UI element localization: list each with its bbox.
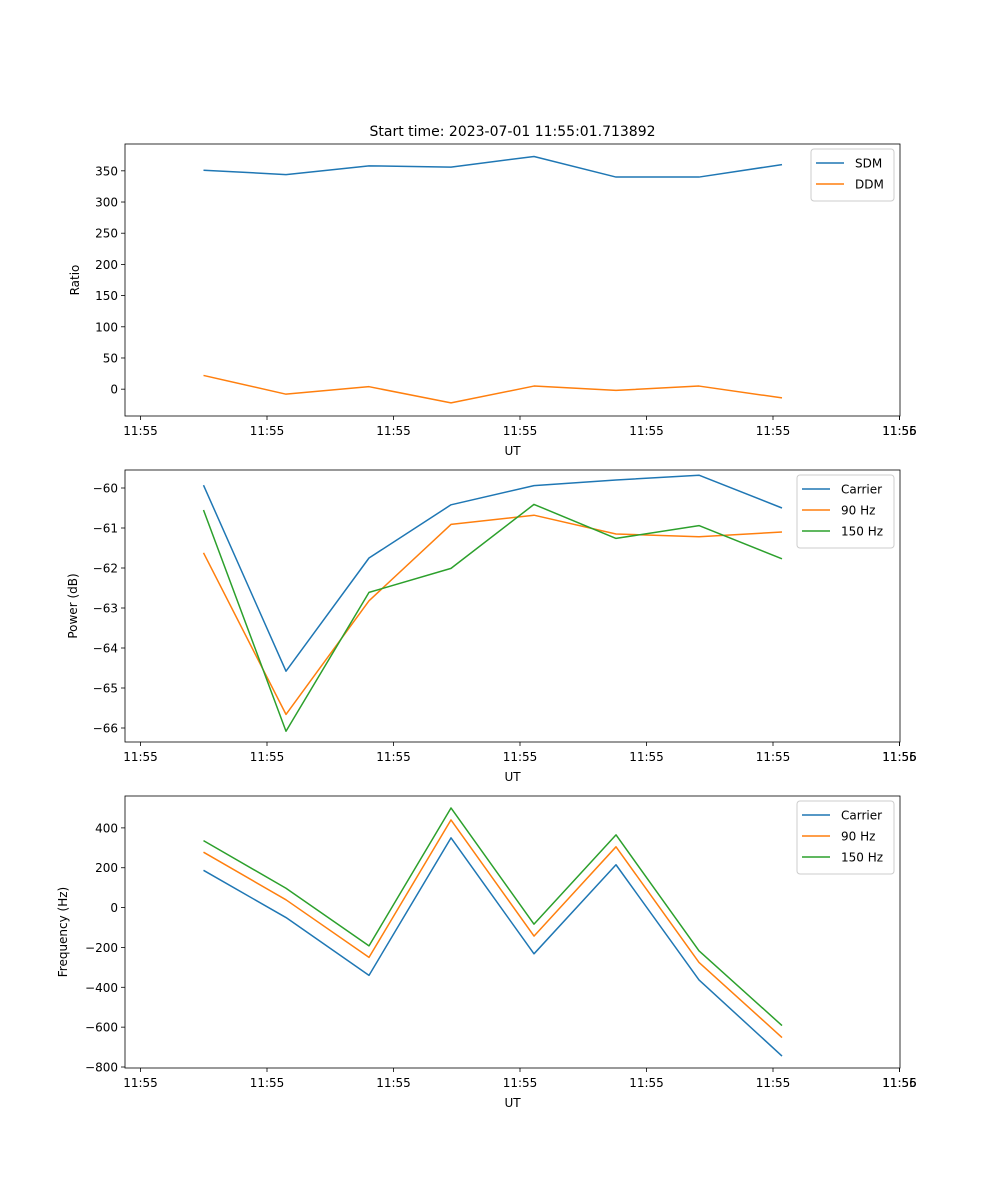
- x-tick-label: 11:56: [882, 424, 917, 438]
- x-tick-label: 11:56: [882, 750, 917, 764]
- y-tick-label: 150: [95, 289, 118, 303]
- y-tick-label: −800: [85, 1061, 118, 1075]
- y-axis-label: Frequency (Hz): [56, 887, 70, 978]
- x-tick-label: 11:55: [250, 424, 285, 438]
- x-tick-label: 11:55: [376, 750, 411, 764]
- y-tick-label: 50: [103, 351, 118, 365]
- x-tick-label: 11:55: [756, 750, 791, 764]
- x-axis-label: UT: [504, 444, 521, 458]
- y-tick-label: −61: [93, 522, 118, 536]
- x-tick-label: 11:55: [756, 1076, 791, 1090]
- legend-label: DDM: [855, 178, 884, 192]
- x-tick-label: 11:55: [376, 424, 411, 438]
- y-tick-label: 350: [95, 164, 118, 178]
- x-tick-label: 11:56: [882, 1076, 917, 1090]
- y-axis-label: Ratio: [68, 265, 82, 296]
- legend: SDM DDM: [810, 148, 895, 202]
- series-line: [202, 474, 783, 672]
- x-tick-label: 11:55: [629, 750, 664, 764]
- y-tick-label: 0: [110, 901, 118, 915]
- y-tick-label: 300: [95, 196, 118, 210]
- axes-frame: [124, 795, 901, 1069]
- chart-panel-1: 11:55 11:55 11:55 11:55 11:55 11:55 11:5511:56…: [68, 143, 917, 458]
- legend-label: Carrier: [841, 809, 882, 823]
- legend-label: 150 Hz: [841, 851, 883, 865]
- x-tick-label: 11:55: [376, 1076, 411, 1090]
- legend-label: 90 Hz: [841, 504, 875, 518]
- x-tick-label: 11:55: [123, 750, 158, 764]
- y-tick-label: −65: [93, 682, 118, 696]
- x-tick-label: 11:55: [882, 424, 917, 438]
- y-tick-label: −66: [93, 722, 118, 736]
- x-tick-label: 11:55: [629, 1076, 664, 1090]
- x-axis-label: UT: [504, 1096, 521, 1110]
- y-tick-label: −64: [93, 642, 118, 656]
- y-tick-label: −62: [93, 562, 118, 576]
- legend-label: SDM: [855, 157, 882, 171]
- x-tick-label: 11:55: [123, 1076, 158, 1090]
- y-tick-label: −400: [85, 981, 118, 995]
- axes-frame: [124, 143, 901, 417]
- y-axis-label: Power (dB): [66, 573, 80, 638]
- legend-box: [796, 800, 895, 875]
- x-tick-label: 11:55: [503, 750, 538, 764]
- y-tick-label: 400: [95, 821, 118, 835]
- legend-label: 150 Hz: [841, 525, 883, 539]
- series-line: [203, 155, 783, 178]
- x-axis-label: UT: [504, 770, 521, 784]
- legend-label: 90 Hz: [841, 830, 875, 844]
- legend: Carrier 90 Hz 150 Hz: [796, 474, 895, 549]
- legend: Carrier 90 Hz 150 Hz: [796, 800, 895, 875]
- y-tick-label: 200: [95, 258, 118, 272]
- y-tick-label: −63: [93, 602, 118, 616]
- axes-frame: [124, 469, 901, 743]
- series-line: [203, 374, 783, 404]
- series-line: [203, 819, 783, 1039]
- x-tick-label: 11:55: [756, 424, 791, 438]
- x-tick-label: 11:55: [882, 1076, 917, 1090]
- series-line: [203, 807, 783, 1027]
- x-tick-label: 11:55: [503, 1076, 538, 1090]
- y-tick-label: 200: [95, 861, 118, 875]
- series-line: [202, 503, 783, 732]
- legend-label: Carrier: [841, 483, 882, 497]
- chart-title: Start time: 2023-07-01 11:55:01.713892: [369, 124, 655, 140]
- x-tick-label: 11:55: [503, 424, 538, 438]
- x-tick-label: 11:55: [882, 750, 917, 764]
- x-tick-label: 11:55: [123, 424, 158, 438]
- y-tick-label: −200: [85, 941, 118, 955]
- legend-box: [796, 474, 895, 549]
- x-tick-label: 11:55: [629, 424, 664, 438]
- y-tick-label: −60: [93, 482, 118, 496]
- y-tick-label: 250: [95, 227, 118, 241]
- x-tick-label: 11:55: [250, 1076, 285, 1090]
- x-tick-label: 11:55: [250, 750, 285, 764]
- legend-box: [810, 148, 895, 202]
- y-tick-label: 0: [110, 383, 118, 397]
- series-line: [202, 514, 783, 716]
- chart-panel-2: 11:55 11:55 11:55 11:55 11:55 11:55 11:5511:56…: [66, 469, 917, 784]
- series-line: [203, 837, 783, 1057]
- chart-panel-3: 11:55 11:55 11:55 11:55 11:55 11:55 11:5511:56…: [56, 795, 917, 1110]
- y-tick-label: −600: [85, 1021, 118, 1035]
- y-tick-label: 100: [95, 320, 118, 334]
